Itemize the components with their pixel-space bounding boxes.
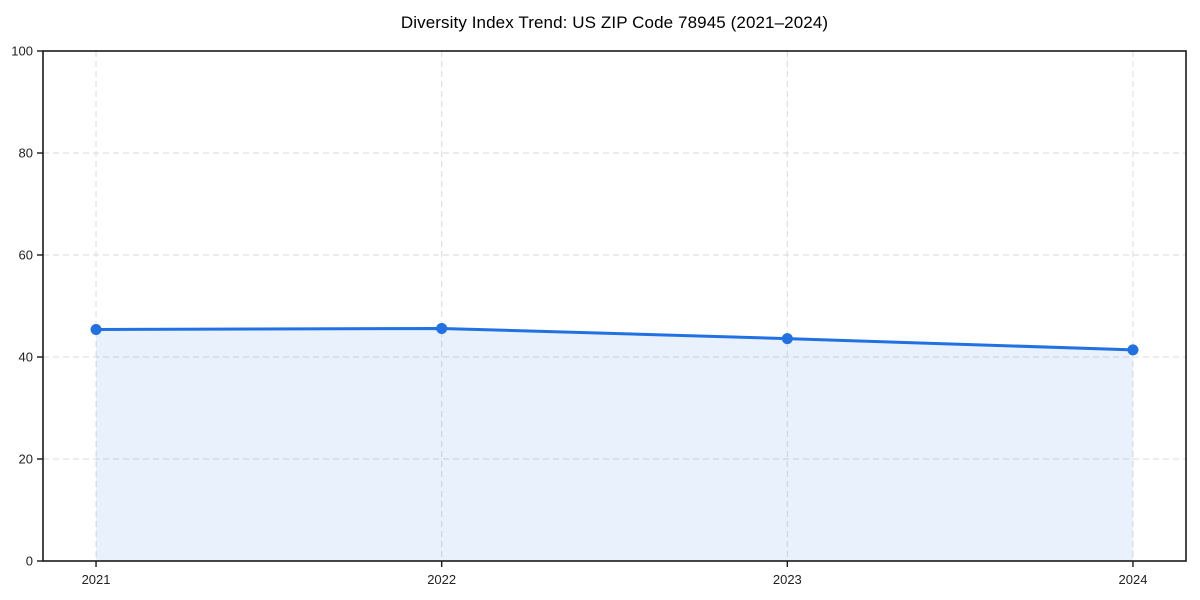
y-tick-label: 100	[11, 44, 33, 59]
x-tick-label: 2023	[773, 572, 802, 587]
y-tick-label: 20	[19, 452, 33, 467]
data-point-2021	[90, 323, 102, 335]
data-point-2022	[436, 322, 448, 334]
area-fill	[96, 328, 1133, 561]
y-tick-label: 0	[26, 554, 33, 569]
x-tick-label: 2021	[82, 572, 111, 587]
y-tick-label: 80	[19, 146, 33, 161]
x-tick-label: 2022	[427, 572, 456, 587]
trend-line	[94, 326, 1135, 352]
chart-title: Diversity Index Trend: US ZIP Code 78945…	[400, 13, 829, 32]
y-tick-label: 40	[19, 350, 33, 365]
y-tick-label: 60	[19, 248, 33, 263]
x-tick-label: 2024	[1119, 572, 1148, 587]
plot-border	[42, 50, 1187, 562]
data-point-2024	[1127, 344, 1139, 356]
data-point-2023	[781, 333, 793, 345]
